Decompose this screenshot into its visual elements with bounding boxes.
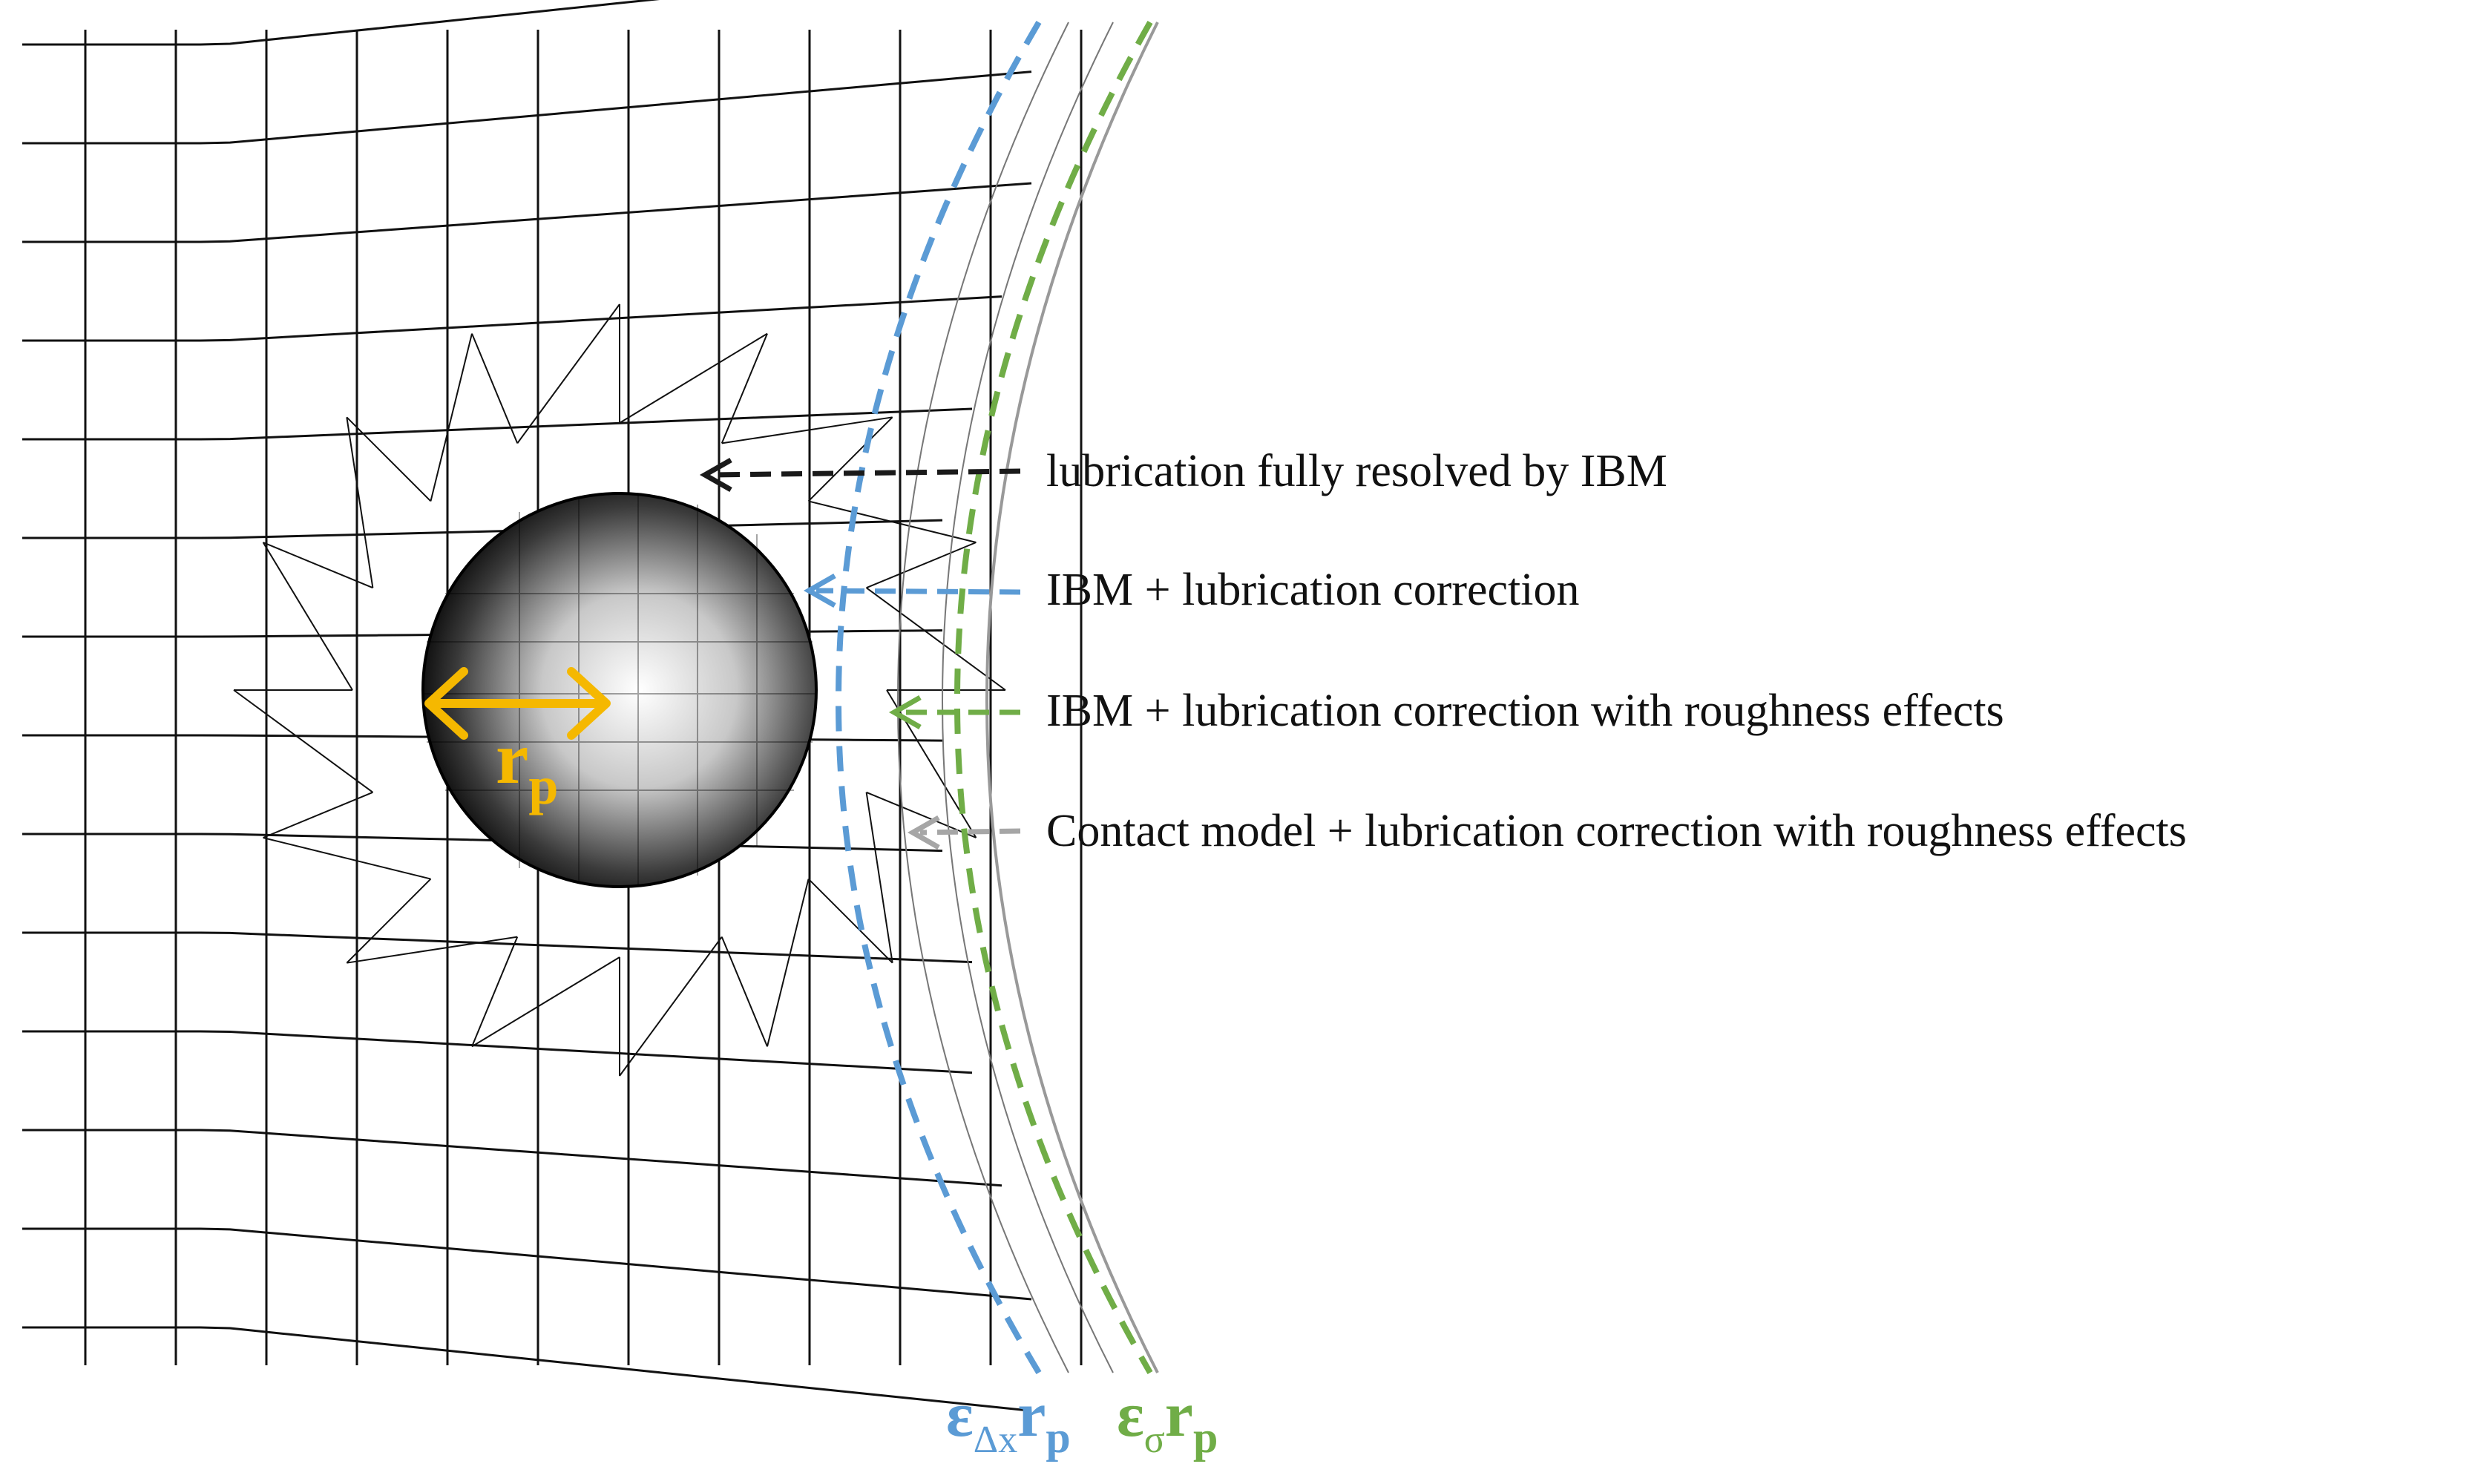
mesh-line-h [22, 833, 943, 853]
mesh-line-h [22, 407, 973, 441]
mesh-refine-edge [807, 878, 893, 964]
arrow-ibm-correction [803, 573, 1021, 608]
eps-dx-label: εΔxrp [946, 1379, 1071, 1462]
mesh-line-h [22, 931, 973, 964]
arrow-fully-resolved [699, 457, 1021, 493]
mesh-refine-edge [263, 542, 373, 589]
mesh-refine-edge [808, 500, 977, 543]
label-contact-roughness: Contact model + lubrication correction w… [1046, 806, 2187, 856]
sphere-mesh-overlay [423, 496, 816, 884]
mesh-refine-edge [721, 416, 893, 444]
mesh-refine-edge [619, 936, 723, 1077]
mesh-refine-edge [516, 303, 620, 444]
label-ibm-correction: IBM + lubrication correction [1046, 565, 1579, 615]
mesh-refine-edge [866, 542, 977, 589]
mesh-refine-edge [263, 791, 373, 838]
radius-arrow [424, 667, 611, 740]
eps-dx-curve [836, 20, 1042, 1375]
mesh-line-h [22, 519, 943, 539]
mesh-line-h [22, 1227, 1032, 1301]
radius-label: rp [496, 717, 558, 815]
eps-sigma-label: εσrp [1117, 1379, 1218, 1462]
mesh-line-h [22, 295, 1002, 342]
mesh-refine-edge [807, 416, 893, 502]
mesh-refine-edge [866, 587, 1006, 691]
mesh-line-h [22, 0, 660, 46]
mesh-line-h [22, 1030, 973, 1074]
mesh-line-h [22, 1129, 1002, 1187]
mesh-refine-edge [263, 837, 431, 880]
particle-sphere [421, 492, 818, 888]
mesh-refine-edge [346, 416, 432, 502]
mesh-refine-edge [233, 689, 373, 793]
mesh-refine-edge [619, 332, 768, 424]
mesh-refine-edge [767, 879, 810, 1047]
mesh-line-h [22, 1326, 1032, 1412]
mesh-refine-edge [721, 333, 768, 444]
mesh-refine-edge [721, 936, 768, 1047]
mesh-refine-edge [471, 956, 620, 1048]
mesh-refine-edge [471, 333, 519, 444]
wall-boundary [897, 22, 1159, 1373]
arrow-contact-roughness [907, 815, 1021, 850]
mesh-refine-edge [346, 878, 432, 964]
mesh-refine-edge [430, 333, 473, 502]
label-fully-resolved: lubrication fully resolved by IBM [1046, 446, 1667, 496]
label-ibm-roughness: IBM + lubrication correction with roughn… [1046, 686, 2004, 736]
mesh-grid [22, 0, 1083, 1412]
mesh-line-h [22, 70, 1032, 145]
mesh-line-h [22, 182, 1032, 243]
mesh-refine-edge [347, 936, 518, 964]
mesh-refine-edge [471, 936, 519, 1047]
mesh-refine-edge [262, 542, 353, 691]
arrow-ibm-roughness [888, 695, 1020, 730]
refined-mesh-region [233, 303, 1006, 1077]
mesh-refine-edge [865, 792, 893, 963]
mesh-refine-edge [346, 417, 374, 588]
